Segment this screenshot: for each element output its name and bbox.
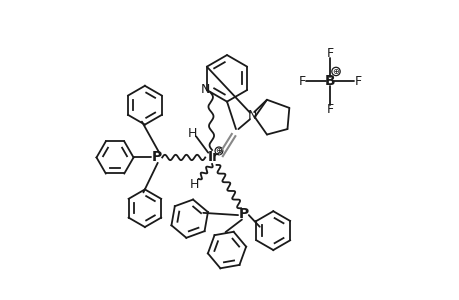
Text: F: F [298, 75, 305, 88]
Text: F: F [326, 47, 333, 60]
Text: ⊕: ⊕ [215, 146, 222, 155]
Text: F: F [326, 103, 333, 116]
Text: N: N [247, 109, 257, 122]
Text: N: N [200, 83, 210, 97]
Text: F: F [354, 75, 361, 88]
Text: H: H [188, 127, 197, 140]
Text: Ir: Ir [207, 151, 219, 164]
Text: P: P [151, 151, 162, 164]
Text: P: P [238, 207, 248, 221]
Text: H: H [189, 178, 198, 191]
Text: ⊕: ⊕ [332, 67, 339, 76]
Text: B: B [324, 74, 335, 88]
